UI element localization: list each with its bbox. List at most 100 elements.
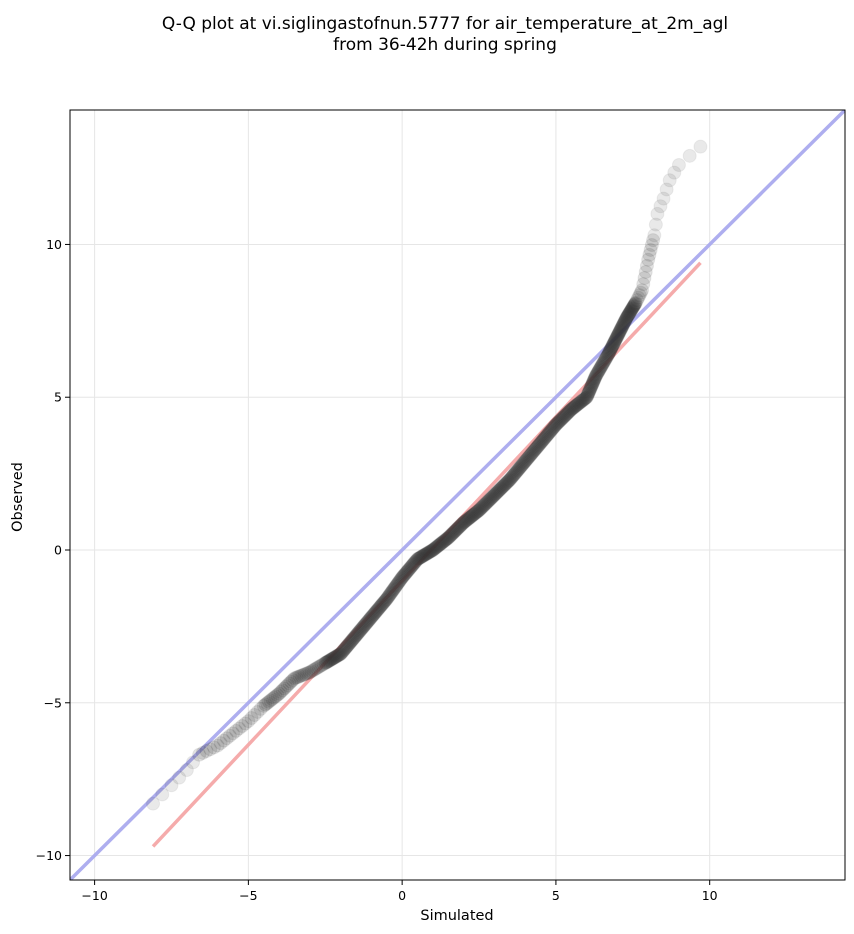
qq-point xyxy=(465,508,480,523)
qq-point xyxy=(304,664,319,679)
qq-point xyxy=(566,400,581,415)
qq-point xyxy=(569,398,584,413)
qq-point xyxy=(477,497,492,512)
qq-point xyxy=(544,423,559,438)
qq-point xyxy=(379,591,394,606)
qq-point xyxy=(389,578,404,593)
qq-point xyxy=(424,543,439,558)
qq-point xyxy=(425,543,440,557)
qq-point xyxy=(282,676,297,691)
qq-point xyxy=(636,277,651,292)
qq-point xyxy=(429,539,444,554)
qq-point xyxy=(556,410,571,425)
qq-point xyxy=(528,441,543,456)
qq-point xyxy=(453,518,468,533)
qq-point xyxy=(648,217,663,232)
qq-point xyxy=(319,655,334,670)
qq-point xyxy=(268,689,283,704)
qq-point xyxy=(615,318,630,333)
qq-point xyxy=(526,444,541,459)
qq-point xyxy=(613,322,628,337)
qq-point xyxy=(404,559,419,574)
qq-point xyxy=(299,666,314,681)
qq-point xyxy=(576,392,591,407)
qq-point xyxy=(235,719,250,733)
qq-point xyxy=(534,434,549,449)
qq-point xyxy=(522,449,537,464)
qq-point xyxy=(625,300,640,315)
qq-point xyxy=(495,480,510,495)
qq-point xyxy=(439,532,454,547)
qq-point xyxy=(513,460,528,475)
qq-point xyxy=(638,264,653,279)
qq-point xyxy=(542,425,557,440)
qq-point xyxy=(515,457,530,472)
qq-point xyxy=(398,567,413,582)
qq-point xyxy=(306,663,321,678)
qq-point xyxy=(386,582,401,597)
qq-point xyxy=(362,612,377,627)
qq-point xyxy=(381,589,396,604)
qq-point xyxy=(507,466,522,481)
qq-point xyxy=(273,684,288,699)
qq-point xyxy=(589,367,604,382)
qq-point xyxy=(619,311,634,326)
qq-point xyxy=(621,306,636,321)
qq-point xyxy=(481,493,496,508)
qq-point xyxy=(420,546,435,561)
qq-point xyxy=(256,698,271,713)
qq-point xyxy=(626,299,641,314)
qq-point xyxy=(472,503,487,518)
qq-point xyxy=(595,356,610,371)
x-axis-label: Simulated xyxy=(420,908,493,924)
qq-point xyxy=(583,380,598,395)
qq-point xyxy=(497,478,512,493)
qq-point xyxy=(577,391,592,406)
qq-point xyxy=(436,534,451,549)
qq-point xyxy=(492,483,507,498)
qq-point xyxy=(399,564,414,579)
qq-point xyxy=(326,650,341,665)
qq-point xyxy=(452,519,467,534)
x-tick-label-1: −5 xyxy=(239,888,257,903)
qq-point xyxy=(397,568,412,583)
qq-point xyxy=(488,487,503,502)
qq-point xyxy=(398,565,413,580)
qq-point xyxy=(606,335,621,350)
qq-point xyxy=(320,654,335,669)
qq-point xyxy=(335,644,350,659)
qq-point xyxy=(467,507,482,522)
qq-point xyxy=(584,378,599,393)
chart-title-line-2: from 36-42h during spring xyxy=(333,35,557,55)
qq-point xyxy=(632,288,647,303)
qq-point xyxy=(339,640,354,655)
qq-point xyxy=(263,693,278,708)
qq-point xyxy=(338,641,353,656)
qq-point xyxy=(565,401,580,416)
qq-point xyxy=(551,414,566,429)
qq-point xyxy=(588,370,603,385)
qq-point xyxy=(284,674,299,689)
qq-point xyxy=(433,536,448,551)
qq-point xyxy=(341,637,356,652)
qq-point xyxy=(483,491,498,506)
qq-point xyxy=(393,573,408,588)
qq-point xyxy=(302,665,317,680)
qq-point xyxy=(552,413,567,428)
qq-point xyxy=(280,678,295,693)
qq-point xyxy=(352,623,367,638)
grid xyxy=(70,110,845,880)
qq-point xyxy=(627,298,642,313)
qq-point xyxy=(596,355,611,370)
qq-point xyxy=(475,499,490,514)
qq-point xyxy=(637,271,652,286)
qq-point xyxy=(372,601,387,616)
qq-point xyxy=(541,426,556,441)
qq-point xyxy=(508,465,523,480)
qq-point xyxy=(423,544,438,559)
qq-point xyxy=(575,393,590,408)
qq-point xyxy=(529,440,544,455)
qq-point xyxy=(369,604,384,619)
qq-point xyxy=(278,679,293,694)
qq-point xyxy=(523,447,538,462)
